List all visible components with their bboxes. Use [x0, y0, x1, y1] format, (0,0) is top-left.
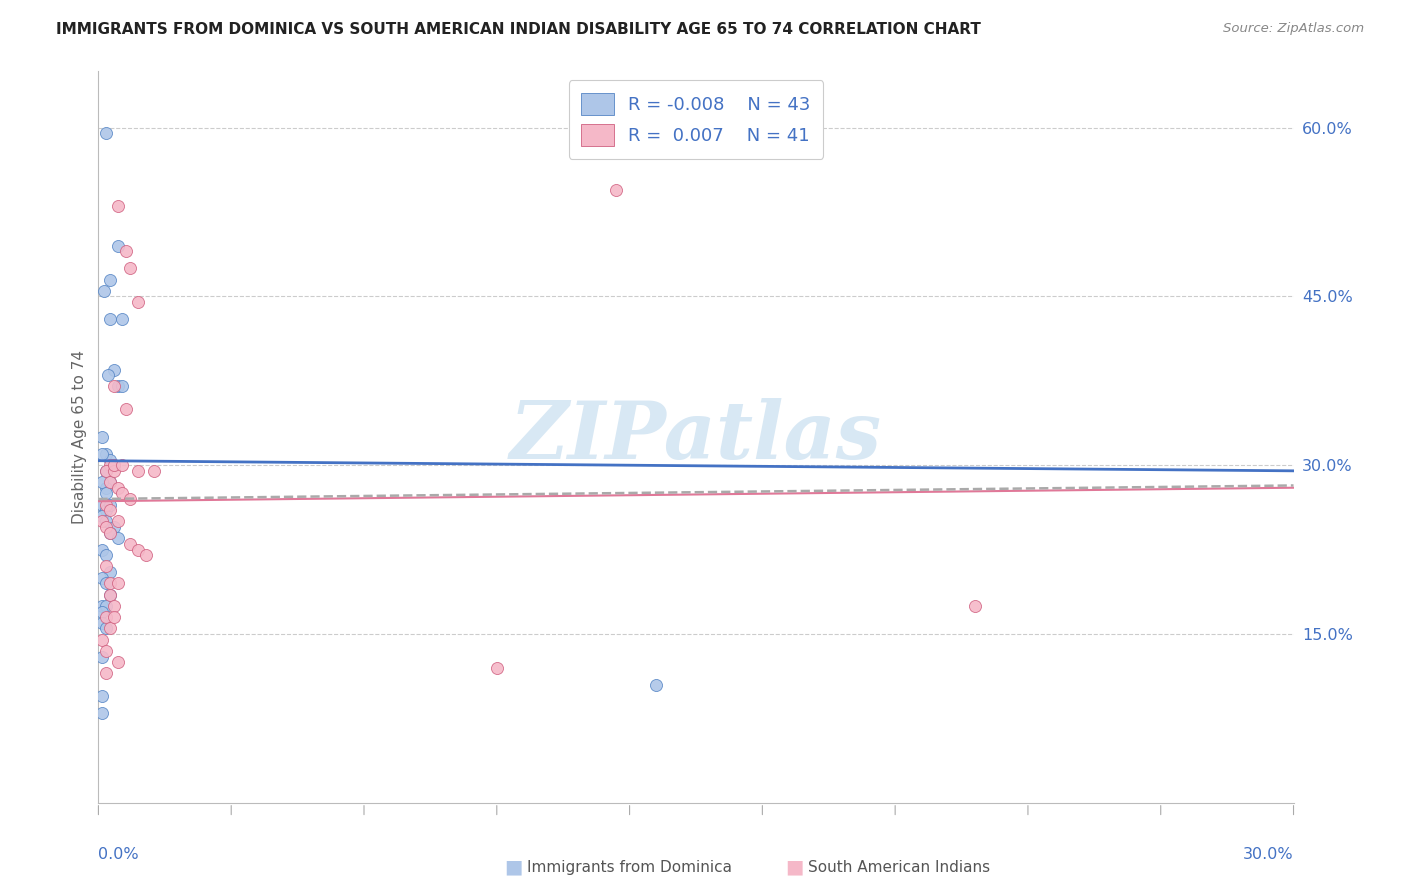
- Point: [485, 661, 508, 675]
- Point: [91, 649, 114, 664]
- Point: [96, 548, 118, 562]
- Point: [96, 447, 118, 461]
- Point: [100, 565, 122, 579]
- Point: [127, 464, 149, 478]
- Point: [96, 503, 118, 517]
- Point: [107, 481, 129, 495]
- Point: [91, 599, 114, 613]
- Point: [96, 621, 118, 635]
- Point: [91, 571, 114, 585]
- Point: [100, 498, 122, 512]
- Point: [107, 379, 129, 393]
- Text: ZIPatlas: ZIPatlas: [510, 399, 882, 475]
- Point: [111, 458, 134, 473]
- Point: [111, 486, 134, 500]
- Point: [111, 379, 134, 393]
- Point: [96, 126, 118, 140]
- Point: [103, 362, 125, 376]
- Point: [96, 520, 118, 534]
- Point: [96, 559, 118, 574]
- Point: [91, 706, 114, 720]
- Text: 0.0%: 0.0%: [98, 847, 139, 862]
- Point: [100, 475, 122, 489]
- Point: [107, 655, 129, 669]
- Y-axis label: Disability Age 65 to 74: Disability Age 65 to 74: [72, 350, 87, 524]
- Point: [120, 491, 142, 506]
- Text: ■: ■: [785, 857, 804, 877]
- Point: [100, 272, 122, 286]
- Point: [96, 644, 118, 658]
- Point: [100, 588, 122, 602]
- Point: [100, 503, 122, 517]
- Point: [103, 599, 125, 613]
- Point: [91, 542, 114, 557]
- Point: [96, 464, 118, 478]
- Point: [91, 515, 114, 529]
- Point: [107, 576, 129, 591]
- Point: [91, 605, 114, 619]
- Point: [103, 464, 125, 478]
- Point: [100, 475, 122, 489]
- Point: [107, 199, 129, 213]
- Point: [103, 458, 125, 473]
- Point: [96, 515, 118, 529]
- Text: Immigrants from Dominica: Immigrants from Dominica: [527, 860, 733, 874]
- Point: [96, 464, 118, 478]
- Point: [96, 481, 118, 495]
- Point: [100, 312, 122, 326]
- Point: [107, 239, 129, 253]
- Point: [135, 548, 157, 562]
- Point: [96, 576, 118, 591]
- Point: [91, 430, 114, 444]
- Point: [963, 599, 986, 613]
- Point: [605, 182, 627, 196]
- Point: [103, 458, 125, 473]
- Point: [91, 498, 114, 512]
- Legend: R = -0.008    N = 43, R =  0.007    N = 41: R = -0.008 N = 43, R = 0.007 N = 41: [568, 80, 824, 159]
- Point: [96, 498, 118, 512]
- Point: [91, 615, 114, 630]
- Text: IMMIGRANTS FROM DOMINICA VS SOUTH AMERICAN INDIAN DISABILITY AGE 65 TO 74 CORREL: IMMIGRANTS FROM DOMINICA VS SOUTH AMERIC…: [56, 22, 981, 37]
- Point: [96, 486, 118, 500]
- Point: [143, 464, 166, 478]
- Point: [115, 401, 138, 416]
- Point: [100, 458, 122, 473]
- Point: [100, 588, 122, 602]
- Text: ■: ■: [503, 857, 523, 877]
- Point: [100, 452, 122, 467]
- Point: [120, 261, 142, 276]
- Point: [96, 610, 118, 624]
- Point: [103, 520, 125, 534]
- Point: [103, 610, 125, 624]
- Point: [91, 447, 114, 461]
- Point: [91, 632, 114, 647]
- Text: 30.0%: 30.0%: [1243, 847, 1294, 862]
- Point: [100, 621, 122, 635]
- Text: South American Indians: South American Indians: [808, 860, 991, 874]
- Point: [115, 244, 138, 259]
- Point: [120, 537, 142, 551]
- Point: [103, 379, 125, 393]
- Text: Source: ZipAtlas.com: Source: ZipAtlas.com: [1223, 22, 1364, 36]
- Point: [127, 542, 149, 557]
- Point: [91, 475, 114, 489]
- Point: [96, 666, 118, 681]
- Point: [97, 368, 120, 383]
- Point: [100, 576, 122, 591]
- Point: [111, 312, 134, 326]
- Point: [91, 689, 114, 703]
- Point: [645, 678, 668, 692]
- Point: [100, 525, 122, 540]
- Point: [93, 284, 115, 298]
- Point: [100, 525, 122, 540]
- Point: [127, 295, 149, 310]
- Point: [107, 532, 129, 546]
- Point: [96, 599, 118, 613]
- Point: [107, 515, 129, 529]
- Point: [91, 508, 114, 523]
